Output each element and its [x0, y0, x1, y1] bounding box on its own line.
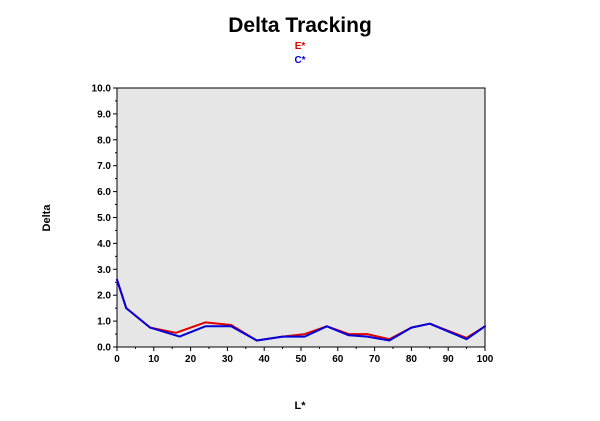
y-tick-label: 8.0 — [97, 135, 111, 146]
x-tick-label: 10 — [148, 354, 160, 365]
x-axis-label: L* — [295, 400, 307, 412]
x-tick-label: 20 — [185, 354, 197, 365]
x-axis: 0 10 20 30 40 50 60 70 80 90 100 — [114, 347, 494, 365]
y-axis: 0.0 1.0 2.0 3.0 4.0 5.0 6.0 7.0 8.0 9.0 10.0 — [92, 84, 117, 354]
x-tick-label: 100 — [477, 354, 494, 365]
legend-entry-e: E* — [295, 41, 306, 52]
legend-entry-c: C* — [294, 55, 305, 66]
plot-area — [116, 87, 486, 348]
legend: E* C* — [294, 41, 305, 66]
x-tick-label: 0 — [114, 354, 120, 365]
y-tick-label: 5.0 — [97, 213, 111, 224]
x-tick-label: 40 — [259, 354, 271, 365]
x-tick-label: 70 — [369, 354, 381, 365]
y-tick-label: 7.0 — [97, 161, 111, 172]
x-tick-label: 60 — [332, 354, 344, 365]
y-tick-label: 4.0 — [97, 239, 111, 250]
y-tick-label: 0.0 — [97, 343, 111, 354]
x-tick-label: 80 — [406, 354, 418, 365]
x-tick-label: 90 — [443, 354, 455, 365]
x-tick-label: 30 — [222, 354, 234, 365]
series-line-c — [116, 278, 486, 342]
chart-title: Delta Tracking — [228, 14, 372, 37]
y-axis-label: Delta — [41, 204, 53, 232]
y-tick-label: 1.0 — [97, 317, 111, 328]
x-tick-label: 50 — [295, 354, 307, 365]
y-tick-label: 3.0 — [97, 265, 111, 276]
y-tick-label: 9.0 — [97, 109, 111, 120]
series-layer — [116, 278, 486, 342]
y-tick-label: 2.0 — [97, 291, 111, 302]
y-tick-label: 6.0 — [97, 187, 111, 198]
y-tick-label: 10.0 — [92, 84, 112, 95]
